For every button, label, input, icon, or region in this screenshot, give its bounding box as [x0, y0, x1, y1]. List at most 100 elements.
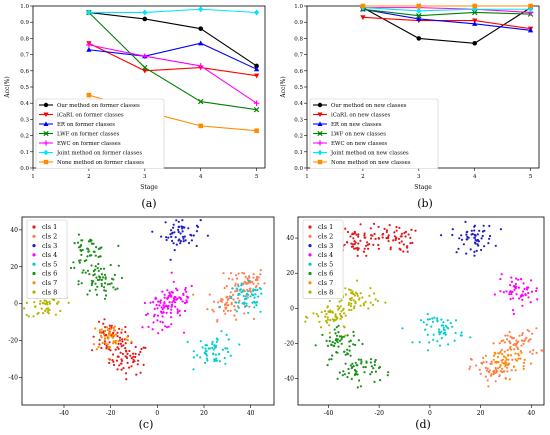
panel-c-point — [90, 239, 93, 242]
panel-d-point — [420, 319, 423, 322]
panel-c-legend-entry-2: cls 3 — [42, 242, 57, 250]
panel-d-point — [517, 340, 520, 343]
panel-c-point — [225, 333, 228, 336]
panel-c-point — [196, 354, 199, 357]
panel-c-point — [240, 282, 243, 285]
panel-c-point — [163, 293, 166, 296]
panel-c-point — [99, 334, 102, 337]
panel-a-legend-marker-4 — [43, 140, 49, 146]
panel-c-point — [226, 347, 229, 350]
panel-d-point — [364, 236, 367, 239]
panel-d-point — [366, 243, 369, 246]
panel-d-point — [520, 344, 523, 347]
panel-d-point — [479, 372, 482, 375]
panel-d-point — [486, 367, 489, 370]
panel-d-point — [343, 243, 346, 246]
panel-d-point — [510, 280, 513, 283]
panel-d-point — [349, 354, 352, 357]
panel-c-point — [196, 225, 200, 229]
panel-d-point — [334, 313, 337, 316]
panel-c-point — [109, 328, 112, 331]
panel-b-series-line-5 — [362, 7, 531, 12]
panel-c-point — [192, 293, 195, 296]
panel-c-point — [137, 359, 140, 362]
panel-d-point — [476, 243, 479, 246]
panel-d-point — [347, 303, 350, 306]
panel-c-point — [192, 234, 195, 237]
panel-d-point — [328, 331, 331, 334]
panel-c-point — [125, 378, 128, 381]
panel-d-point — [513, 288, 516, 291]
panel-d-point — [337, 324, 340, 327]
panel-c-point — [120, 358, 123, 361]
panel-c-point — [238, 289, 241, 292]
panel-d-point — [473, 254, 476, 257]
panel-c-point — [44, 309, 47, 313]
panel-d-cluster-3-0 — [493, 273, 539, 316]
panel-d-point — [359, 239, 362, 242]
panel-c-point — [107, 357, 110, 360]
panel-c-point — [88, 289, 91, 292]
panel-d-point — [344, 287, 347, 290]
panel-c-point — [229, 291, 232, 294]
panel-d-point — [373, 363, 376, 367]
panel-c-point — [206, 308, 209, 311]
panel-c-point — [259, 273, 262, 276]
panel-a-legend-marker-1 — [43, 112, 49, 118]
panel-c-point — [152, 301, 155, 304]
panel-d-point — [346, 352, 349, 355]
panel-c-point — [109, 263, 112, 267]
panel-d-point — [353, 305, 356, 308]
panel-d-legend-entry-6: cls 7 — [318, 279, 333, 287]
panel-c-point — [77, 283, 80, 286]
panel-d-point — [348, 297, 351, 300]
panel-d-point — [354, 291, 357, 294]
panel-d-cluster-0-1 — [370, 222, 417, 253]
panel-d-point — [507, 362, 510, 365]
panel-d-point — [481, 234, 484, 238]
panel-c-point — [199, 340, 202, 343]
panel-d-point — [312, 312, 315, 315]
panel-d-point — [343, 312, 346, 315]
panel-c-point — [87, 240, 90, 243]
panel-c-point — [117, 340, 120, 343]
panel-c-point — [91, 242, 94, 245]
panel-c-point — [116, 355, 119, 358]
panel-c-point — [112, 342, 115, 345]
panel-d-point — [384, 301, 387, 304]
panel-d-point — [386, 374, 389, 377]
panel-c-point — [102, 331, 105, 334]
panel-b-legend-box — [309, 98, 439, 169]
panel-d-point — [328, 358, 331, 361]
panel-c-point — [156, 319, 159, 322]
panel-c-point — [103, 318, 106, 321]
panel-c-point — [124, 342, 127, 345]
panel-b-ytick-label-1: 0.1 — [294, 150, 303, 156]
panel-c-point — [134, 345, 137, 349]
panel-d-point — [370, 234, 373, 237]
panel-d-point — [529, 301, 532, 304]
panel-d-point — [425, 323, 428, 326]
panel-d-point — [474, 242, 477, 245]
panel-c-point — [181, 219, 184, 222]
panel-c-point — [119, 342, 122, 345]
panel-d-legend-entry-2: cls 3 — [318, 242, 333, 250]
panel-a-legend-entry-5: Joint method on former classes — [56, 151, 142, 157]
panel-c-point — [190, 284, 193, 288]
panel-c-point — [203, 351, 206, 355]
panel-b-legend-marker-1 — [317, 112, 323, 118]
panel-c-point — [41, 302, 44, 305]
panel-d-point — [475, 249, 478, 252]
panel-c-legend-entry-5: cls 6 — [42, 270, 57, 278]
panel-d-point — [346, 376, 349, 379]
panel-d-point — [521, 298, 524, 301]
panel-d-point — [514, 282, 518, 286]
panel-d-point — [370, 365, 373, 368]
panel-d-point — [508, 330, 511, 334]
panel-c-point — [215, 359, 218, 362]
panel-d-point — [524, 338, 527, 341]
panel-d-point — [331, 354, 334, 357]
panel-d-point — [374, 237, 377, 240]
panel-c-point — [114, 288, 117, 291]
panel-d-point — [514, 344, 518, 347]
